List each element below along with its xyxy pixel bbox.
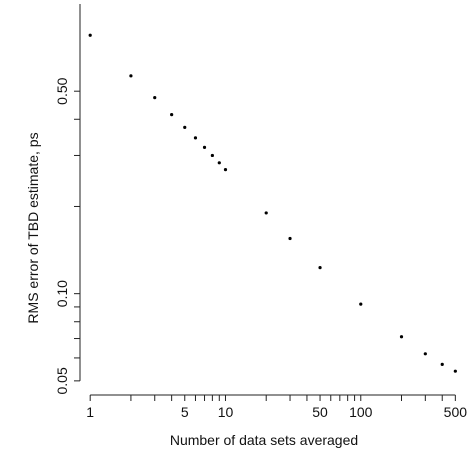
data-point <box>399 335 404 339</box>
y-tick-label: 0.50 <box>54 77 70 104</box>
data-point <box>423 352 427 356</box>
x-tick-label: 10 <box>218 404 234 420</box>
x-axis-ticks: 1 5 10 50 100 500 <box>86 395 467 420</box>
y-tick-label: 0.10 <box>54 280 70 307</box>
data-point <box>202 145 207 149</box>
x-tick-label: 50 <box>312 404 328 420</box>
data-point <box>440 362 444 366</box>
data-point <box>318 266 322 270</box>
data-point <box>453 369 457 373</box>
x-tick-label: 500 <box>444 404 468 420</box>
data-point <box>210 153 214 158</box>
x-tick-label: 100 <box>349 404 373 420</box>
x-tick-label: 1 <box>86 404 94 420</box>
y-axis-ticks: 0.05 0.10 0.50 <box>54 77 80 394</box>
data-point <box>264 211 268 215</box>
data-series <box>88 33 457 373</box>
data-point <box>359 302 363 306</box>
y-tick-label: 0.05 <box>54 367 70 394</box>
x-tick-label: 5 <box>181 404 189 420</box>
data-point <box>88 33 92 37</box>
y-axis-title: RMS error of TBD estimate, ps <box>25 132 41 323</box>
data-point <box>223 168 228 172</box>
x-axis-title: Number of data sets averaged <box>170 432 358 448</box>
plot-area: 1 5 10 50 100 500 0.05 0.10 0.50 <box>54 4 467 420</box>
data-point <box>170 113 174 117</box>
data-point <box>288 236 292 241</box>
data-point <box>193 136 198 140</box>
data-point <box>183 125 187 129</box>
data-point <box>129 74 133 78</box>
data-point <box>217 161 221 165</box>
data-point <box>153 96 157 100</box>
